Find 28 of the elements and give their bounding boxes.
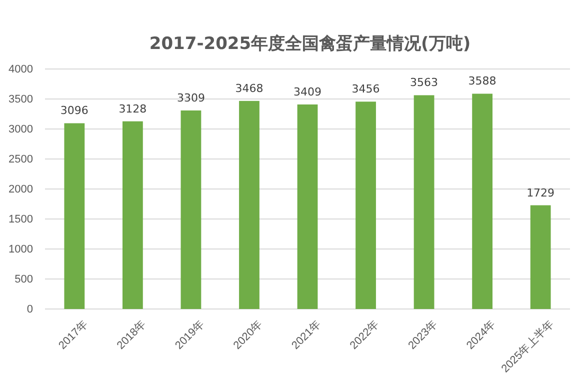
y-tick-label: 3500: [8, 94, 33, 106]
chart-title: 2017-2025年度全国禽蛋产量情况(万吨): [149, 34, 471, 54]
bar: [472, 94, 493, 309]
y-tick-label: 1000: [8, 244, 33, 256]
data-label: 3096: [60, 104, 88, 118]
data-label: 3588: [468, 74, 496, 88]
bar: [530, 205, 551, 309]
bar: [356, 102, 376, 309]
data-label: 1729: [526, 186, 555, 200]
y-tick-label: 3000: [8, 124, 33, 136]
bar: [239, 100, 260, 309]
y-tick-label: 0: [26, 304, 33, 316]
bar: [64, 123, 85, 309]
y-tick-label: 2000: [8, 184, 33, 196]
y-tick-label: 1500: [8, 214, 33, 226]
data-label: 3456: [352, 82, 380, 96]
y-tick-label: 2500: [8, 154, 33, 166]
data-label: 3409: [294, 85, 322, 98]
data-label: 3563: [410, 76, 438, 90]
y-tick-label: 500: [14, 274, 33, 286]
data-label: 3128: [118, 102, 147, 116]
bar: [122, 121, 143, 309]
bar: [180, 110, 202, 309]
bar: [297, 104, 318, 309]
bar: [414, 95, 434, 309]
data-label: 3468: [235, 82, 264, 95]
y-tick-label: 4000: [8, 64, 33, 76]
data-label: 3309: [176, 91, 205, 104]
